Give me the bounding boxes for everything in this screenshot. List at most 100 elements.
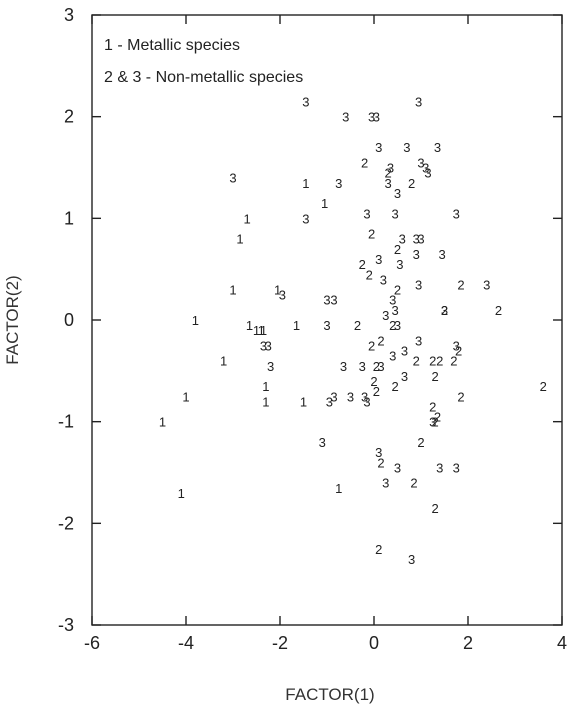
- data-point-1: 1: [293, 318, 300, 333]
- data-point-2: 2: [431, 369, 438, 384]
- data-point-3: 3: [382, 476, 389, 491]
- data-point-3: 3: [392, 303, 399, 318]
- x-axis-label: FACTOR(1): [285, 685, 374, 704]
- data-point-2: 2: [373, 384, 380, 399]
- x-tick-label: -6: [84, 633, 100, 653]
- data-point-3: 3: [326, 394, 333, 409]
- data-point-3: 3: [319, 435, 326, 450]
- data-point-2: 2: [377, 333, 384, 348]
- x-tick-label: 4: [557, 633, 567, 653]
- y-tick-label: 3: [64, 5, 74, 25]
- data-point-1: 1: [192, 313, 199, 328]
- data-point-3: 3: [342, 110, 349, 125]
- data-point-3: 3: [382, 308, 389, 323]
- data-point-2: 2: [410, 476, 417, 491]
- data-point-2: 2: [457, 277, 464, 292]
- data-point-1: 1: [302, 176, 309, 191]
- data-point-3: 3: [389, 349, 396, 364]
- data-point-2: 2: [370, 374, 377, 389]
- data-point-2: 2: [375, 542, 382, 557]
- data-point-3: 3: [375, 140, 382, 155]
- data-point-2: 2: [436, 354, 443, 369]
- x-axis-tick-labels: -6 -4 -2 0 2 4: [84, 633, 567, 653]
- data-point-2: 2: [377, 455, 384, 470]
- y-tick-label: -1: [58, 412, 74, 432]
- y-axis-ticks: [92, 14, 562, 626]
- data-point-2: 2: [361, 155, 368, 170]
- data-point-3: 3: [401, 369, 408, 384]
- data-point-3: 3: [279, 288, 286, 303]
- data-point-3: 3: [401, 344, 408, 359]
- data-point-3: 3: [439, 247, 446, 262]
- data-point-3: 3: [260, 338, 267, 353]
- data-point-3: 3: [453, 338, 460, 353]
- y-tick-label: 1: [64, 208, 74, 228]
- x-tick-label: 0: [369, 633, 379, 653]
- data-point-1: 1: [220, 354, 227, 369]
- data-point-3: 3: [368, 110, 375, 125]
- data-point-2: 2: [373, 359, 380, 374]
- data-point-2: 2: [392, 379, 399, 394]
- data-point-3: 3: [415, 333, 422, 348]
- data-point-1: 1: [159, 415, 166, 430]
- data-point-1: 1: [229, 283, 236, 298]
- x-tick-label: 2: [463, 633, 473, 653]
- data-point-1: 1: [182, 389, 189, 404]
- data-point-3: 3: [377, 359, 384, 374]
- data-point-3: 3: [415, 277, 422, 292]
- data-point-3: 3: [363, 206, 370, 221]
- data-point-3: 3: [413, 232, 420, 247]
- data-point-3: 3: [441, 303, 448, 318]
- legend-entry-1: 1 - Metallic species: [104, 37, 240, 54]
- data-point-3: 3: [323, 293, 330, 308]
- data-point-3: 3: [394, 318, 401, 333]
- data-point-3: 3: [417, 232, 424, 247]
- data-point-2: 2: [413, 354, 420, 369]
- data-point-3: 3: [375, 252, 382, 267]
- x-tick-label: -4: [178, 633, 194, 653]
- data-point-3: 3: [453, 460, 460, 475]
- data-point-1: 1: [262, 379, 269, 394]
- data-point-3: 3: [340, 359, 347, 374]
- data-point-2: 2: [540, 379, 547, 394]
- data-point-2: 2: [431, 415, 438, 430]
- data-point-1: 1: [258, 323, 265, 338]
- data-point-3: 3: [399, 232, 406, 247]
- data-point-2: 2: [359, 257, 366, 272]
- data-point-2: 2: [384, 166, 391, 181]
- data-point-3: 3: [384, 176, 391, 191]
- data-point-1: 1: [246, 318, 253, 333]
- data-point-3: 3: [359, 359, 366, 374]
- y-tick-label: -2: [58, 513, 74, 533]
- data-point-2: 2: [431, 501, 438, 516]
- data-point-3: 3: [483, 277, 490, 292]
- data-point-3: 3: [453, 206, 460, 221]
- data-point-2: 2: [389, 318, 396, 333]
- data-point-3: 3: [422, 161, 429, 176]
- data-point-2: 2: [455, 344, 462, 359]
- data-point-2: 2: [417, 435, 424, 450]
- data-point-1: 1: [236, 232, 243, 247]
- data-point-3: 3: [375, 445, 382, 460]
- data-point-3: 3: [434, 140, 441, 155]
- data-point-3: 3: [373, 110, 380, 125]
- data-point-3: 3: [363, 394, 370, 409]
- data-point-2: 2: [495, 303, 502, 318]
- x-tick-label: -2: [272, 633, 288, 653]
- legend: 1 - Metallic species 2 & 3 - Non-metalli…: [104, 37, 303, 86]
- data-point-3: 3: [429, 415, 436, 430]
- data-point-1: 1: [262, 394, 269, 409]
- data-point-1: 1: [178, 486, 185, 501]
- data-point-3: 3: [413, 247, 420, 262]
- data-point-2: 2: [441, 303, 448, 318]
- data-point-3: 3: [408, 552, 415, 567]
- data-point-1: 1: [243, 211, 250, 226]
- data-point-3: 3: [415, 94, 422, 109]
- data-point-3: 3: [330, 293, 337, 308]
- data-point-3: 3: [323, 318, 330, 333]
- data-point-3: 3: [417, 155, 424, 170]
- y-tick-label: 2: [64, 107, 74, 127]
- data-point-2: 2: [408, 176, 415, 191]
- data-point-2: 2: [366, 267, 373, 282]
